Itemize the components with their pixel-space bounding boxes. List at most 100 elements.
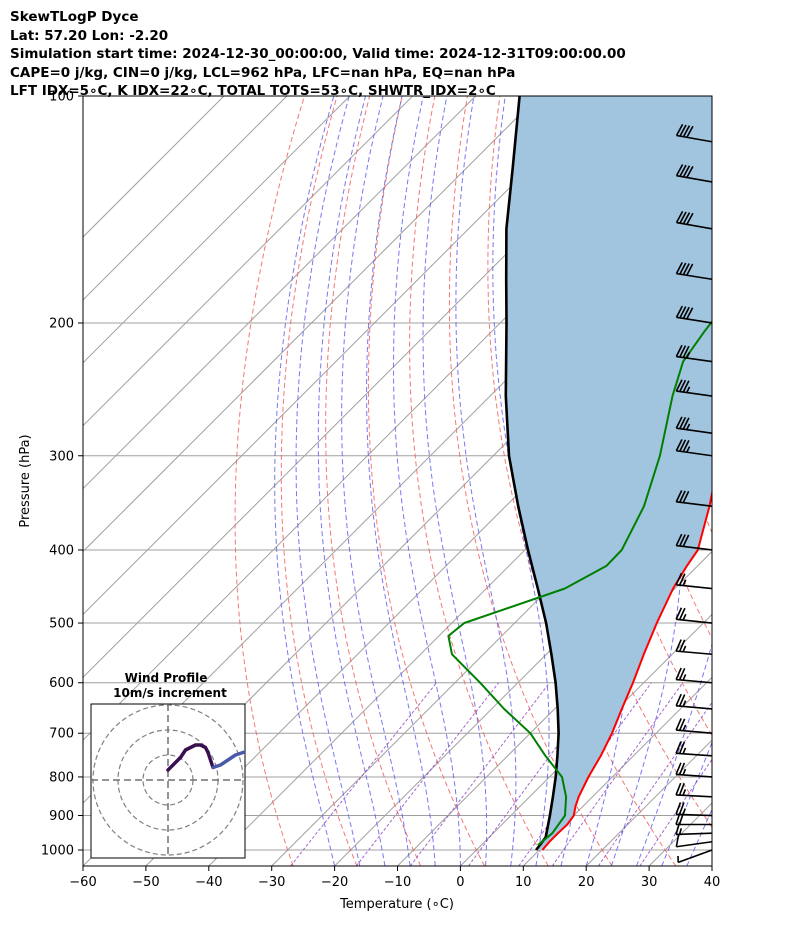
dry-adiabat [728, 96, 794, 866]
barb-shaft [676, 449, 712, 457]
barb-flag [679, 439, 687, 452]
x-tick-label: −50 [132, 875, 159, 890]
wind-barb [675, 607, 712, 624]
cape-shading [505, 96, 712, 850]
barb-flag [682, 490, 690, 504]
dry-adiabat [234, 96, 305, 866]
barb-flag [682, 345, 690, 358]
parcel-profile-line [504, 96, 560, 851]
isotherm-gridline [83, 96, 288, 301]
isotherm-gridline [83, 96, 602, 616]
barb-shaft [675, 832, 712, 836]
barb-flag [678, 573, 686, 586]
dry-adiabat [280, 96, 358, 866]
barb-flag [679, 124, 687, 137]
barb-flag [686, 263, 694, 276]
barb-flag [678, 639, 686, 652]
wind-barb [675, 124, 712, 143]
barb-shaft [676, 221, 712, 230]
x-tick-label: 40 [704, 875, 721, 890]
barb-flag [675, 211, 684, 223]
barb-shaft [676, 390, 712, 397]
barb-half-flag [682, 808, 686, 815]
barb-half-flag [682, 674, 687, 681]
barb-flag [686, 212, 694, 225]
mixing-ratio-line [409, 682, 550, 866]
moist-adiabat [686, 808, 712, 866]
x-tick-label: −30 [258, 875, 285, 890]
barb-shaft [676, 134, 712, 143]
barb-shaft [676, 427, 712, 434]
barb-shaft [676, 794, 712, 798]
barb-flag [675, 572, 683, 586]
wind-barb [675, 344, 712, 363]
moist-adiabat [295, 96, 361, 866]
chart-title: SkewTLogP Dyce [10, 9, 139, 25]
barb-flag [675, 439, 683, 452]
y-tick-label: 300 [49, 449, 74, 464]
barb-flag [678, 802, 685, 815]
wind-barb [675, 416, 712, 434]
hodograph: Wind Profile 10m/s increment [90, 671, 246, 859]
barb-flag [678, 607, 686, 620]
barb-half-flag [682, 579, 687, 586]
barb-flag [679, 262, 687, 275]
barb-flag [686, 307, 694, 320]
barb-flag [675, 416, 683, 429]
x-tick-label: −10 [384, 875, 411, 890]
y-tick-label: 200 [49, 316, 74, 331]
wind-barb [675, 490, 712, 508]
y-tick-label: 900 [49, 809, 74, 824]
dry-adiabat [325, 96, 422, 866]
wind-barb [675, 782, 712, 798]
barb-flag [678, 741, 686, 754]
barb-flag [678, 667, 686, 681]
wind-barb [675, 262, 712, 281]
location-line: Lat: 57.20 Lon: -2.20 [10, 27, 169, 44]
wind-barb [675, 718, 712, 735]
wind-barb [675, 834, 712, 848]
wind-barb [675, 211, 712, 230]
isotherm-gridline [775, 96, 794, 866]
moist-adiabat [392, 96, 461, 866]
isotherm-gridline [83, 96, 414, 427]
isotherm-gridline [397, 550, 712, 866]
barb-half-flag [682, 789, 687, 796]
wind-barb [675, 667, 712, 684]
barb-half-flag [686, 386, 691, 393]
barb-flag [679, 379, 687, 392]
convective-params-line: CAPE=0 j/kg, CIN=0 j/kg, LCL=962 hPa, LF… [10, 64, 516, 81]
wind-barb [675, 439, 712, 457]
mixing-ratio-line [468, 682, 605, 866]
isotherm-gridline [711, 865, 712, 866]
barb-flag [675, 718, 682, 731]
indices-line: LFT IDX=5∘C, K IDX=22∘C, TOTAL TOTS=53∘C… [10, 83, 496, 99]
barb-flag [675, 164, 684, 177]
y-tick-label: 500 [49, 617, 74, 632]
dry-adiabat [761, 96, 794, 866]
barb-flag [675, 344, 683, 357]
barb-flag [675, 693, 682, 707]
wind-barb [675, 802, 712, 817]
moist-adiabat [274, 96, 336, 866]
wind-barb [675, 164, 712, 183]
barb-flag [675, 305, 683, 318]
barb-flag [682, 212, 691, 225]
isotherm-gridline [522, 676, 712, 866]
y-tick-label: 700 [49, 727, 74, 742]
barb-shaft [676, 583, 712, 590]
barb-half-flag [682, 724, 687, 732]
hodograph-title: Wind Profile [125, 671, 208, 685]
isotherm-gridline [83, 96, 225, 238]
y-tick-label: 1000 [41, 844, 74, 859]
barb-flag [675, 741, 682, 754]
dewpoint-line [447, 319, 712, 846]
barb-flag [679, 306, 687, 319]
barb-flag [686, 125, 694, 138]
barb-flag [686, 165, 694, 178]
wind-barb [675, 693, 712, 710]
barb-half-flag [682, 613, 687, 621]
barb-flag [682, 417, 690, 430]
chart-header: SkewTLogP Dyce Lat: 57.20 Lon: -2.20 Sim… [10, 8, 790, 101]
barb-shaft [676, 501, 712, 508]
